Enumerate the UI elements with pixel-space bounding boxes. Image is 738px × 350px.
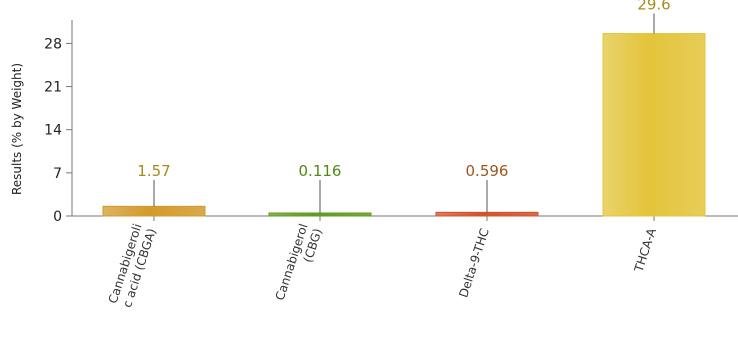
y-axis-label: Results (% by Weight): [10, 63, 24, 195]
x-category-label: THCA-A: [631, 226, 659, 275]
y-tick-label: 7: [53, 166, 62, 182]
bar: [102, 205, 206, 217]
data-labels: 1.57 0.116 0.596 29.6: [137, 0, 671, 213]
bar: [268, 212, 372, 217]
x-category-label: Cannabigerolic acid (CBGA): [106, 222, 159, 310]
x-category-label: Cannabigerol(CBG): [273, 222, 325, 307]
y-tick-label: 28: [44, 36, 62, 52]
x-category-label: Delta-9-THC: [456, 227, 492, 300]
x-axis: [72, 215, 738, 221]
data-label: 29.6: [637, 0, 670, 14]
y-tick-label: 21: [44, 80, 62, 96]
bar: [602, 33, 706, 217]
y-tick-label: 0: [53, 209, 62, 225]
y-axis: 0 7 14 21 28: [44, 20, 73, 225]
category-labels: Cannabigerolic acid (CBGA) Cannabigerol(C…: [106, 222, 659, 310]
bars: [102, 33, 706, 217]
data-label: 0.596: [466, 162, 509, 180]
bar: [435, 211, 539, 217]
data-label: 1.57: [137, 162, 170, 180]
data-label: 0.116: [299, 162, 342, 180]
y-tick-label: 14: [44, 123, 62, 139]
